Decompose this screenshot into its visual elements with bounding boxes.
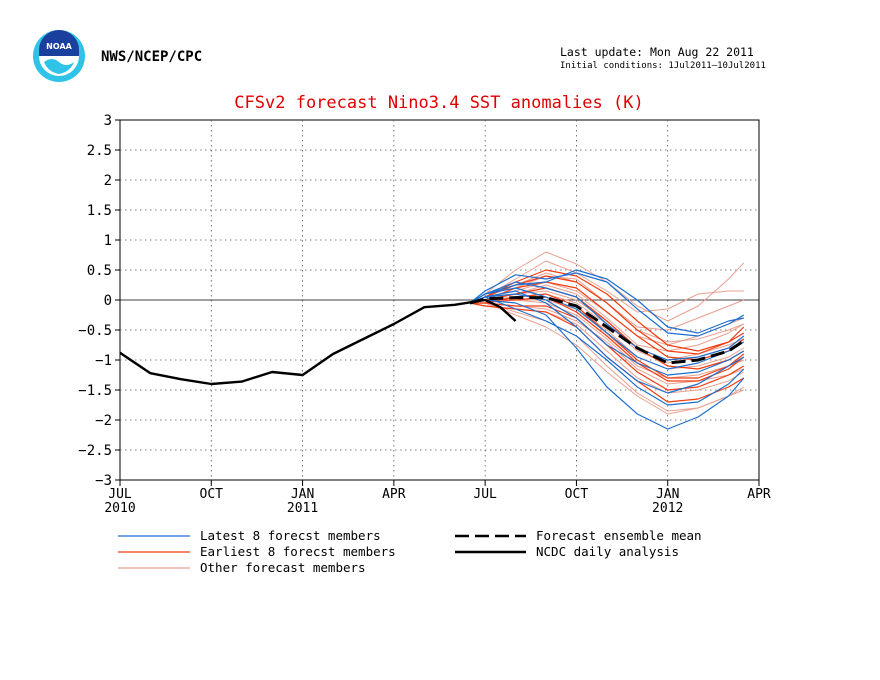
latest-members — [469, 269, 745, 430]
earliest-member-line — [469, 287, 745, 370]
latest-member-line — [469, 293, 745, 376]
x-tick-label: JUL — [473, 487, 497, 502]
last-update: Last update: Mon Aug 22 2011 — [560, 45, 754, 59]
y-tick-label: −0.5 — [78, 323, 112, 339]
x-tick-label: APR — [747, 487, 771, 502]
y-tick-label: −1.5 — [78, 383, 112, 399]
x-tick-label: APR — [382, 487, 406, 502]
x-tick-label: OCT — [565, 487, 589, 502]
x-tick-label: OCT — [200, 487, 224, 502]
earliest-member-line — [469, 281, 745, 361]
y-tick-label: 2 — [104, 173, 112, 189]
earliest-member-line — [469, 269, 745, 352]
x-tick-label: JAN — [656, 487, 679, 502]
noaa-logo: NOAA — [33, 30, 85, 82]
legend-label: Forecast ensemble mean — [536, 528, 702, 543]
legend-label: Latest 8 forecst members — [200, 528, 381, 543]
latest-member-line — [469, 296, 745, 406]
y-tick-label: 0.5 — [87, 263, 112, 279]
y-tick-label: −1 — [95, 353, 112, 369]
latest-member-line — [469, 269, 744, 334]
y-tick-label: −2.5 — [78, 443, 112, 459]
y-tick-label: −3 — [95, 473, 112, 489]
mean-series — [469, 296, 745, 365]
analysis-line — [119, 298, 517, 386]
y-tick-label: 2.5 — [87, 143, 112, 159]
legend-label: NCDC daily analysis — [536, 544, 679, 559]
x-tick-label: JUL — [108, 487, 132, 502]
y-tick-label: −2 — [95, 413, 112, 429]
latest-member-line — [469, 272, 745, 337]
earliest-member-line — [469, 296, 745, 382]
x-tick-year: 2012 — [652, 501, 683, 516]
latest-member-line — [469, 299, 745, 430]
logo-text: NOAA — [46, 42, 72, 51]
x-tick-year: 2010 — [104, 501, 135, 516]
latest-member-line — [469, 287, 745, 370]
latest-member-line — [469, 281, 745, 361]
x-tick-label: JAN — [291, 487, 314, 502]
legend-label: Other forecast members — [200, 560, 366, 575]
other-member-line — [469, 299, 745, 370]
x-tick-year: 2011 — [287, 501, 318, 516]
y-tick-label: 1 — [104, 233, 112, 249]
y-axis: −3 −2.5 −2 −1.5 −1 −0.5 0 0.5 1 1.5 2 2.5 3 — [78, 113, 120, 489]
earliest-members — [469, 269, 745, 403]
earliest-member-line — [469, 275, 745, 355]
chart-title: CFSv2 forecast Nino3.4 SST anomalies (K) — [234, 93, 643, 113]
other-member-line — [469, 260, 744, 313]
initial-conditions: Initial conditions: 1Jul2011–10Jul2011 — [560, 61, 766, 71]
legend-label: Earliest 8 forecst members — [200, 544, 396, 559]
latest-member-line — [469, 290, 745, 394]
mean-line — [469, 296, 745, 365]
y-tick-label: 0 — [104, 293, 112, 309]
org-label: NWS/NCEP/CPC — [101, 49, 202, 65]
y-tick-label: 3 — [104, 113, 112, 129]
analysis-series — [119, 298, 517, 386]
y-tick-label: 1.5 — [87, 203, 112, 219]
